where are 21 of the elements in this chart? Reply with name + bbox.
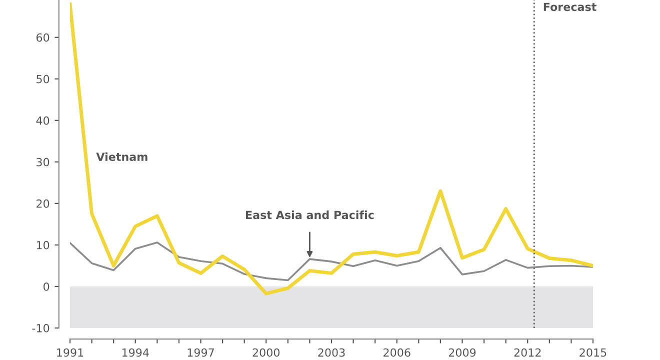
y-tick-label: 60 <box>36 33 50 42</box>
y-tick-label: 20 <box>36 199 50 208</box>
y-tick-label: -10 <box>32 324 50 332</box>
x-tick-label: 2000 <box>252 348 280 357</box>
x-tick-label: 2006 <box>384 348 410 357</box>
text: East Asia and Pacific <box>246 210 374 220</box>
series-label: Vietnam <box>96 152 148 161</box>
x-tick-label: 1997 <box>188 348 214 357</box>
y-tick-label: 50 <box>36 74 50 84</box>
x-tick-label: 2009 <box>448 348 476 357</box>
y-tick-label: 10 <box>36 240 50 250</box>
x-tick-label: 1991 <box>57 348 84 357</box>
x-tick-label: 2003 <box>318 348 345 357</box>
y-tick-label: 0 <box>44 282 50 291</box>
x-tick-label: 2015 <box>580 348 606 357</box>
y-tick-label: 40 <box>36 116 50 125</box>
x-tick-label: 2012 <box>514 348 541 357</box>
line-series <box>70 242 593 282</box>
y-tick-label: 30 <box>36 158 50 166</box>
x-tick-label: 1994 <box>122 348 149 357</box>
ref-line-label: Forecast <box>544 2 596 12</box>
